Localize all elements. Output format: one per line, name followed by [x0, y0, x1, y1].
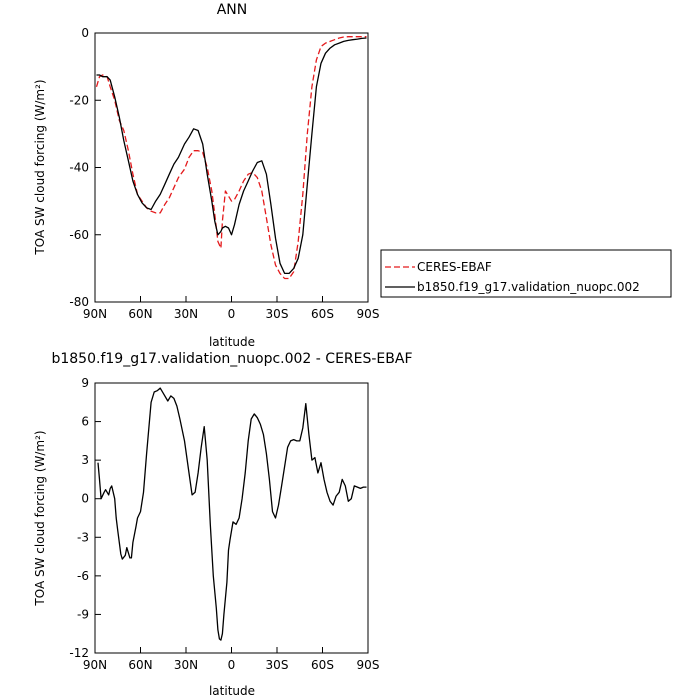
top-x-ticks: 90N 60N 30N 0 30S 60S 90S — [83, 296, 380, 321]
legend-label-model: b1850.f19_g17.validation_nuopc.002 — [417, 280, 640, 294]
top-y-tick-label: -20 — [69, 93, 89, 107]
bottom-y-ticks: 9 6 3 0 -3 -6 -9 -12 — [69, 376, 101, 660]
legend: CERES-EBAF b1850.f19_g17.validation_nuop… — [380, 249, 672, 298]
bottom-y-tick-label: 3 — [81, 453, 89, 467]
legend-label-ceres: CERES-EBAF — [417, 260, 492, 274]
top-x-tick-label: 60N — [128, 307, 152, 321]
top-x-tick-label: 90S — [357, 307, 380, 321]
top-y-tick-label: -80 — [69, 295, 89, 309]
top-panel: ANN 90N 60N 30N 0 30S 60S 90S 0 -20 -40 -60 -80 la… — [33, 2, 672, 349]
top-plot-frame — [94, 32, 369, 303]
bottom-y-tick-label: -3 — [77, 530, 89, 544]
top-series-line-0 — [95, 36, 367, 280]
bottom-y-tick-label: -6 — [77, 569, 89, 583]
bottom-x-tick-label: 90S — [357, 658, 380, 672]
top-y-axis-label: TOA SW cloud forcing (W/m²) — [33, 79, 47, 255]
top-y-tick-label: 0 — [81, 26, 89, 40]
top-chart-title: ANN — [217, 2, 248, 18]
top-y-tick-label: -60 — [69, 228, 89, 242]
top-x-tick-label: 60S — [311, 307, 334, 321]
bottom-panel: b1850.f19_g17.validation_nuopc.002 - CER… — [33, 351, 413, 698]
top-series-line-1 — [96, 37, 367, 275]
bottom-series-line-0 — [97, 387, 367, 641]
bottom-chart-title: b1850.f19_g17.validation_nuopc.002 - CER… — [51, 351, 412, 367]
bottom-plot-frame — [94, 382, 369, 654]
bottom-x-ticks: 90N 60N 30N 0 30S 60S 90S — [83, 647, 380, 672]
top-y-tick-label: -40 — [69, 161, 89, 175]
bottom-plot-area — [97, 387, 367, 641]
legend-box — [380, 249, 672, 298]
bottom-y-axis-label: TOA SW cloud forcing (W/m²) — [33, 430, 47, 606]
bottom-x-tick-label: 60S — [311, 658, 334, 672]
bottom-y-tick-label: -12 — [69, 646, 89, 660]
bottom-y-tick-label: -9 — [77, 607, 89, 621]
top-x-axis-label: latitude — [209, 335, 255, 349]
top-x-tick-label: 30N — [174, 307, 198, 321]
top-x-tick-label: 90N — [83, 307, 107, 321]
top-x-tick-label: 0 — [228, 307, 236, 321]
bottom-x-tick-label: 0 — [228, 658, 236, 672]
bottom-x-tick-label: 90N — [83, 658, 107, 672]
top-y-ticks: 0 -20 -40 -60 -80 — [69, 26, 101, 309]
bottom-x-tick-label: 60N — [128, 658, 152, 672]
bottom-x-tick-label: 30N — [174, 658, 198, 672]
bottom-x-axis-label: latitude — [209, 684, 255, 698]
bottom-y-tick-label: 0 — [81, 492, 89, 506]
bottom-y-tick-label: 6 — [81, 415, 89, 429]
top-x-tick-label: 30S — [266, 307, 289, 321]
bottom-x-tick-label: 30S — [266, 658, 289, 672]
bottom-y-tick-label: 9 — [81, 376, 89, 390]
top-plot-area — [95, 36, 367, 280]
